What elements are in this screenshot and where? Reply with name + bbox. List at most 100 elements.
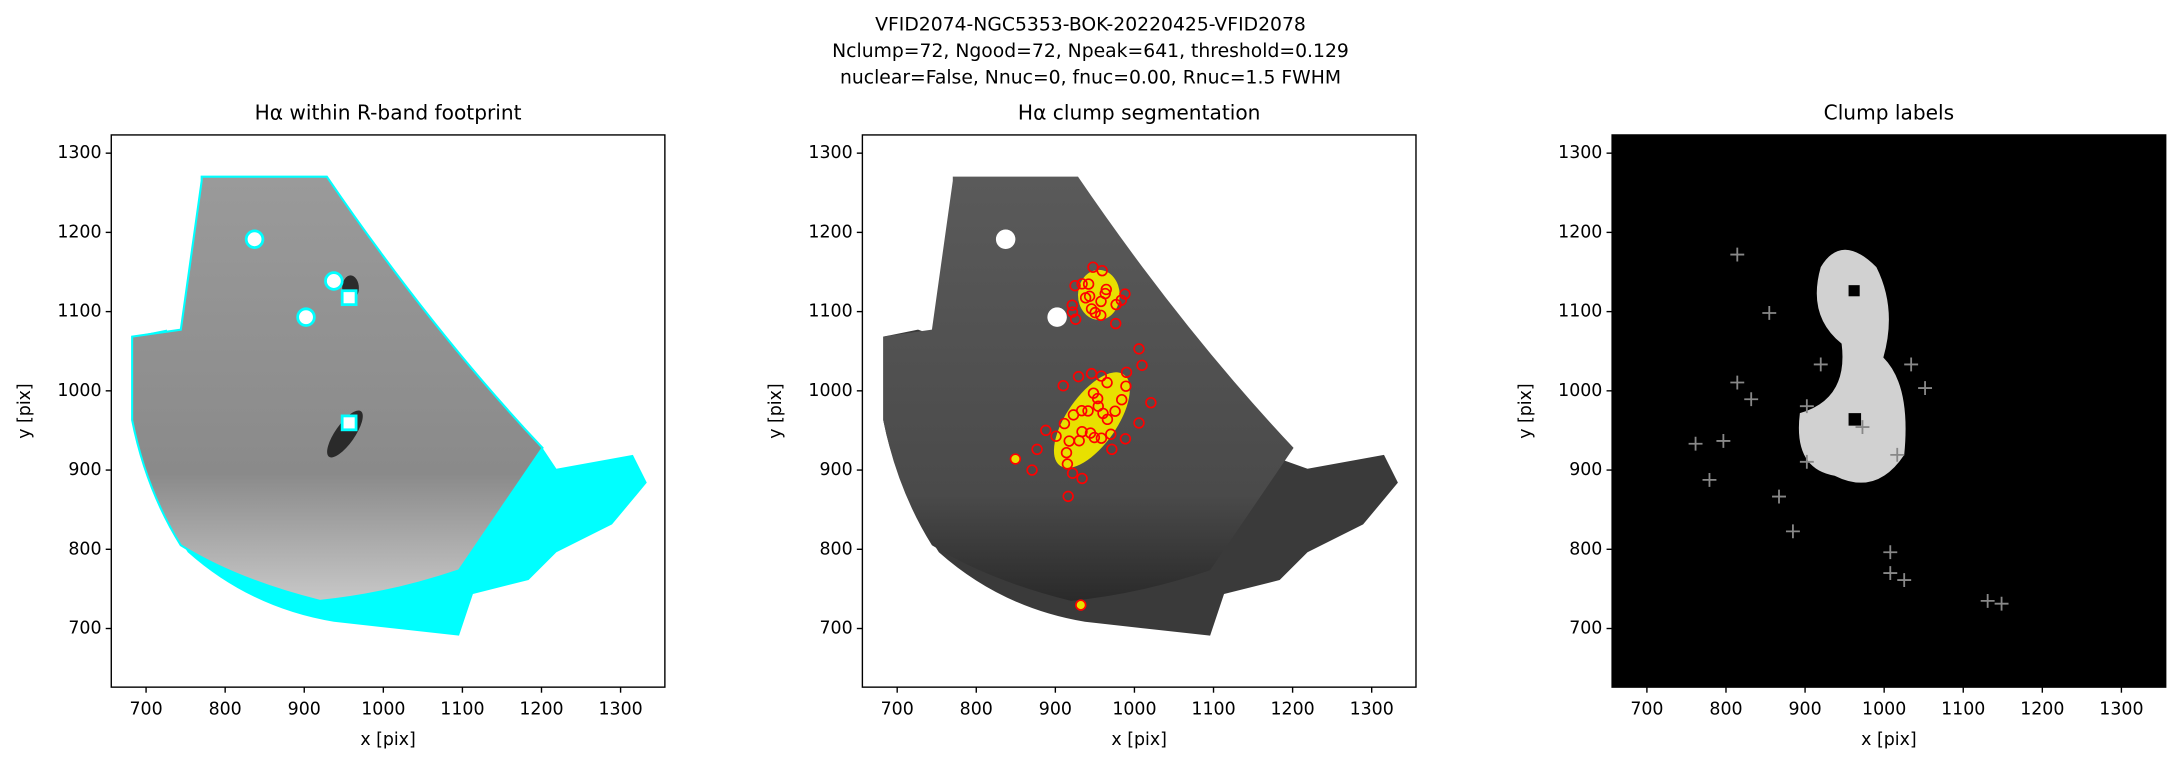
y-tick-label: 800 (819, 539, 852, 559)
marker (1785, 524, 1800, 539)
clump-marker (1110, 317, 1122, 330)
clump-marker (1076, 404, 1088, 417)
marker (1994, 596, 2009, 611)
x-tick-label: 1100 (440, 699, 484, 719)
marker (1730, 375, 1745, 390)
label-map (1848, 413, 1862, 426)
clump-marker (1109, 405, 1121, 417)
mask-hole (340, 289, 358, 307)
mask-hole (995, 229, 1016, 249)
y-tick-label: 1300 (808, 143, 852, 163)
panel-title: Hα within R-band footprint (255, 101, 522, 125)
clump-marker (1119, 433, 1132, 445)
clump-marker (1066, 306, 1079, 318)
suptitle: Nclump=72, Ngood=72, Npeak=641, threshol… (832, 41, 1349, 62)
clump-marker (1069, 279, 1081, 292)
label-map (1848, 285, 1860, 297)
x-tick-label: 1000 (1112, 699, 1156, 719)
mask-hole (1047, 307, 1067, 327)
x-tick-label: 1100 (1941, 699, 1985, 719)
clump-marker (1105, 428, 1117, 440)
clump-marker (1076, 278, 1088, 290)
x-tick-label: 1200 (2020, 699, 2064, 719)
marker (1897, 573, 1912, 587)
clump-marker (1096, 264, 1108, 277)
x-axis-label: x [pix] (1861, 730, 1917, 750)
x-axis-label: x [pix] (1111, 730, 1167, 750)
clump-marker (1084, 427, 1097, 439)
clump-marker (1075, 599, 1087, 611)
clump-marker (1009, 453, 1022, 465)
y-tick-label: 1200 (808, 222, 852, 242)
clump-marker (1082, 405, 1094, 417)
axes-frame (1611, 134, 2167, 688)
y-tick-label: 1200 (57, 222, 101, 242)
x-tick-label: 1200 (1270, 699, 1314, 719)
clump-marker (1040, 424, 1052, 437)
x-tick-label: 1100 (1191, 699, 1235, 719)
mask-hole (296, 307, 316, 327)
clump-marker (1062, 490, 1074, 503)
marker (1799, 399, 1814, 414)
clump-marker (1099, 287, 1111, 300)
clump-marker (1092, 400, 1104, 412)
clump-marker (1085, 303, 1098, 315)
clump-marker (1050, 430, 1062, 442)
clump-marker (1106, 443, 1118, 456)
suptitle: nuclear=False, Nnuc=0, fnuc=0.00, Rnuc=1… (840, 67, 1341, 88)
axes-frame (861, 134, 1417, 688)
clump-marker (1101, 413, 1114, 426)
clump-marker (1089, 306, 1101, 319)
label-map (1798, 249, 1906, 483)
clump-marker (1060, 446, 1073, 459)
y-tick-label: 1300 (57, 143, 101, 163)
x-tick-label: 900 (1039, 699, 1072, 719)
x-tick-label: 700 (129, 699, 162, 719)
marker (1855, 420, 1870, 434)
marker (1744, 392, 1759, 407)
image (131, 175, 544, 602)
clump-marker (1095, 432, 1108, 444)
marker (1762, 306, 1777, 320)
y-axis-label: y [pix] (766, 383, 786, 439)
marker (1799, 454, 1814, 469)
x-tick-label: 800 (209, 699, 242, 719)
y-tick-label: 700 (819, 619, 852, 639)
clump-marker (1076, 425, 1088, 438)
panel-image (1612, 134, 2166, 688)
clump-marker (1116, 394, 1128, 406)
clump-marker (1031, 443, 1043, 456)
panel-title: Clump labels (1824, 101, 1955, 125)
segmentation (1077, 269, 1120, 320)
y-tick-label: 1100 (1558, 302, 1602, 322)
clump-marker (1110, 298, 1122, 311)
clump-marker (1091, 392, 1104, 405)
clump-marker (1072, 370, 1085, 383)
mask-hole (244, 229, 265, 249)
x-tick-label: 1300 (598, 699, 642, 719)
y-tick-label: 800 (68, 539, 101, 559)
y-tick-label: 900 (1569, 460, 1602, 480)
y-tick-label: 1100 (808, 302, 852, 322)
clump-marker (1136, 359, 1148, 371)
clump-marker (1058, 417, 1071, 430)
marker (1883, 545, 1898, 560)
x-tick-label: 800 (1709, 699, 1742, 719)
x-tick-label: 1300 (2099, 699, 2143, 719)
clump-marker (1133, 417, 1145, 429)
y-axis-label: y [pix] (1516, 383, 1536, 439)
x-tick-label: 1200 (519, 699, 563, 719)
clump-marker (1101, 376, 1113, 389)
x-tick-label: 1000 (1862, 699, 1906, 719)
marker (1904, 357, 1919, 372)
clump-marker (1082, 278, 1095, 290)
y-tick-label: 900 (68, 460, 101, 480)
marker (1883, 566, 1898, 581)
y-tick-label: 1000 (1558, 381, 1602, 401)
clump-marker (1120, 380, 1132, 392)
x-tick-label: 900 (288, 699, 321, 719)
panel-image (862, 134, 1416, 688)
mask-hole (340, 414, 358, 432)
marker (1730, 247, 1745, 262)
